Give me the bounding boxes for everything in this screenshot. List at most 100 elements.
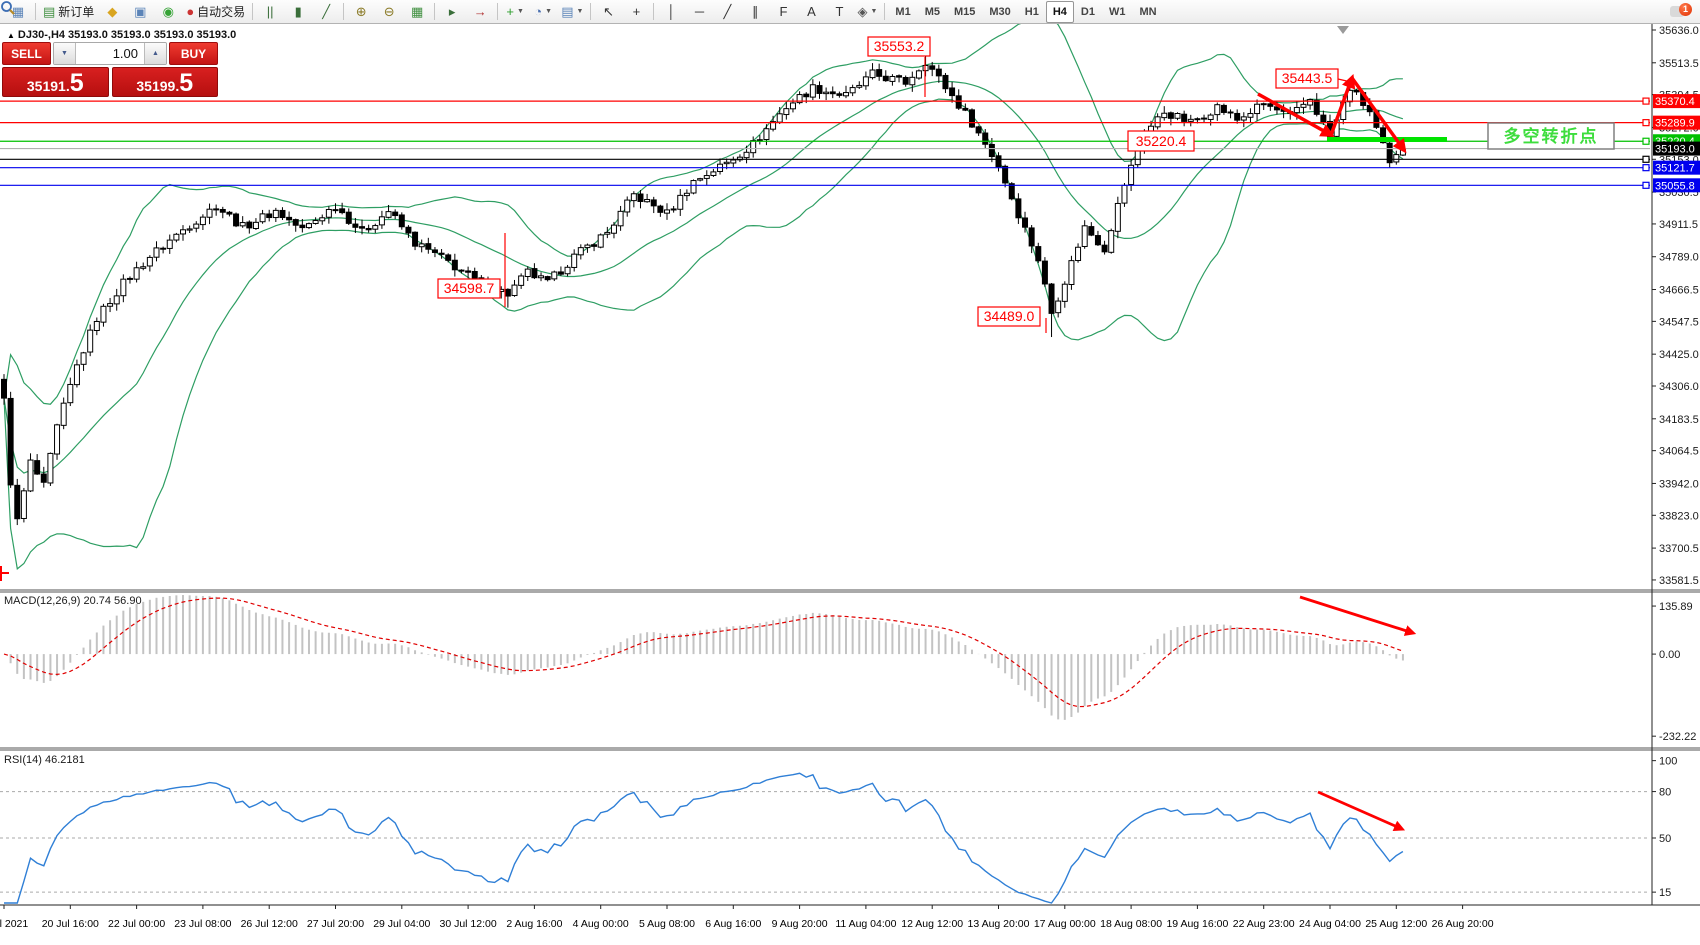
tile-windows-icon[interactable]: ▦ [403,1,431,23]
svg-text:11 Aug 04:00: 11 Aug 04:00 [835,918,896,930]
templates-icon[interactable]: ▤ ▼ [557,1,587,23]
svg-text:35121.7: 35121.7 [1655,163,1695,175]
indicators-icon-dropdown-caret[interactable]: ▼ [517,8,524,15]
autotrading-button[interactable]: ● 自动交易 [182,1,249,23]
candlestick-series[interactable] [1,52,1406,526]
indicators-icon: + [506,4,515,19]
timeframe-button-d1[interactable]: D1 [1080,5,1095,18]
price-callout-label[interactable]: 34489.0 [977,306,1047,333]
crosshair-icon[interactable]: + [622,1,650,23]
chart-profile-icon: ▣ [134,4,147,19]
chart-shift-icon[interactable]: → [466,1,494,23]
volume-decrease-button[interactable]: ▼ [54,43,76,64]
vertical-line-icon[interactable]: │ [657,1,685,23]
chart-profile-icon[interactable]: ▣ [126,1,154,23]
svg-text:6 Aug 16:00: 6 Aug 16:00 [705,918,761,930]
timeframe-button-w1[interactable]: W1 [1108,5,1126,18]
svg-text:27 Jul 20:00: 27 Jul 20:00 [307,918,364,930]
auto-scroll-icon[interactable]: ▸ [438,1,466,23]
svg-text:35220.4: 35220.4 [1136,133,1187,149]
trend-arrows[interactable] [1257,74,1407,154]
one-click-trading-panel: SELL ▼ ▲ BUY 35191.5 35199.5 [2,42,218,97]
volume-input[interactable] [76,43,144,64]
sell-price-int: 35191 [26,77,66,94]
svg-text:33581.5: 33581.5 [1659,575,1699,587]
svg-text:35193.0: 35193.0 [1655,144,1695,156]
support-highlight-bar[interactable] [1327,137,1447,142]
text-tool-icon: A [807,4,816,19]
timeframe-button-m15[interactable]: M15 [953,5,976,18]
label-tool-icon[interactable]: T [825,1,853,23]
buy-price-display[interactable]: 35199. 5 [111,67,218,97]
bar-chart-mode-icon[interactable]: || [256,1,284,23]
left-edge-object [0,566,9,581]
bar-chart-mode-icon: || [266,4,274,19]
candlestick-mode-icon[interactable]: ▮ [284,1,312,23]
templates-icon: ▤ [561,4,574,19]
svg-text:0.00: 0.00 [1659,649,1680,661]
svg-text:4 Aug 00:00: 4 Aug 00:00 [573,918,629,930]
svg-text:33700.5: 33700.5 [1659,543,1699,555]
search-icon[interactable] [0,0,16,16]
templates-icon-dropdown-caret[interactable]: ▼ [576,8,584,15]
market-watch-icon: ◆ [107,4,118,19]
market-watch-icon[interactable]: ◆ [98,1,126,23]
periods-icon-dropdown-caret[interactable]: ▼ [545,8,553,15]
volume-increase-button[interactable]: ▲ [144,43,166,64]
timeframe-button-m5[interactable]: M5 [924,5,940,18]
svg-text:34789.0: 34789.0 [1659,252,1699,264]
timeframe-button-m30[interactable]: M30 [989,5,1011,18]
rsi-trend-arrow[interactable] [1317,790,1406,831]
svg-text:9 Jul 2021: 9 Jul 2021 [0,918,28,930]
fibonacci-icon[interactable]: F [769,1,797,23]
note-box[interactable]: 多空转折点 [1487,122,1615,150]
timeframe-button-h1[interactable]: H1 [1024,5,1039,18]
zoom-in-icon[interactable]: ⊕ [347,1,375,23]
collapse-triangle-icon[interactable]: ▲ [7,31,15,40]
buy-price-int: 35199 [136,77,176,94]
current-price-label: 35193.0 [1653,141,1700,156]
trendline-icon[interactable]: ╱ [713,1,741,23]
text-tool-icon[interactable]: A [797,1,825,23]
shapes-icon-dropdown-caret[interactable]: ▼ [870,8,878,15]
new-chart-icon[interactable]: ▦ [4,1,32,23]
channel-icon[interactable]: ∥ [741,1,769,23]
buy-price-frac: 5 [179,68,194,97]
shapes-icon[interactable]: ◈ ▼ [853,1,881,23]
signals-icon[interactable]: ◉ [154,1,182,23]
sell-price-display[interactable]: 35191. 5 [2,67,109,97]
price-callout-label[interactable]: 35553.2 [867,36,931,97]
sell-button[interactable]: SELL [2,42,51,65]
chat-bubble-icon [1670,5,1684,17]
svg-text:22 Jul 00:00: 22 Jul 00:00 [108,918,165,930]
line-chart-mode-icon: ╱ [322,4,331,19]
zoom-out-icon[interactable]: ⊖ [375,1,403,23]
timeframe-button-m1[interactable]: M1 [895,5,911,18]
line-chart-mode-icon[interactable]: ╱ [312,1,340,23]
notifications-button[interactable]: 1 [1670,2,1692,21]
periods-icon[interactable]: ◔ ▼ [529,1,557,23]
macd-panel[interactable] [3,595,1404,720]
toolbar-separator [653,3,655,20]
new-order-button[interactable]: ▤ 新订单 [39,1,98,23]
rsi-panel[interactable] [0,772,1650,904]
chart-shift-marker-icon[interactable] [1337,26,1349,34]
macd-trend-arrow[interactable] [1299,595,1417,636]
svg-text:19 Aug 16:00: 19 Aug 16:00 [1166,918,1228,930]
cursor-icon[interactable]: ↖ [594,1,622,23]
timeframe-button-h4[interactable]: H4 [1045,0,1074,23]
price-callout-label[interactable]: 35220.4 [1127,130,1195,152]
buy-button[interactable]: BUY [169,42,218,65]
svg-text:34064.5: 34064.5 [1659,446,1699,458]
price-callout-label[interactable]: 34598.7 [437,233,506,307]
new-chart-icon: ▦ [11,4,25,19]
timeframe-button-mn[interactable]: MN [1139,5,1157,18]
svg-text:2 Aug 16:00: 2 Aug 16:00 [506,918,562,930]
horizontal-line-icon[interactable]: ─ [685,1,713,23]
svg-text:34598.7: 34598.7 [444,280,495,296]
indicators-icon[interactable]: + ▼ [501,1,529,23]
svg-text:12 Aug 12:00: 12 Aug 12:00 [901,918,963,930]
price-callout-label[interactable]: 35443.5 [1275,68,1352,89]
